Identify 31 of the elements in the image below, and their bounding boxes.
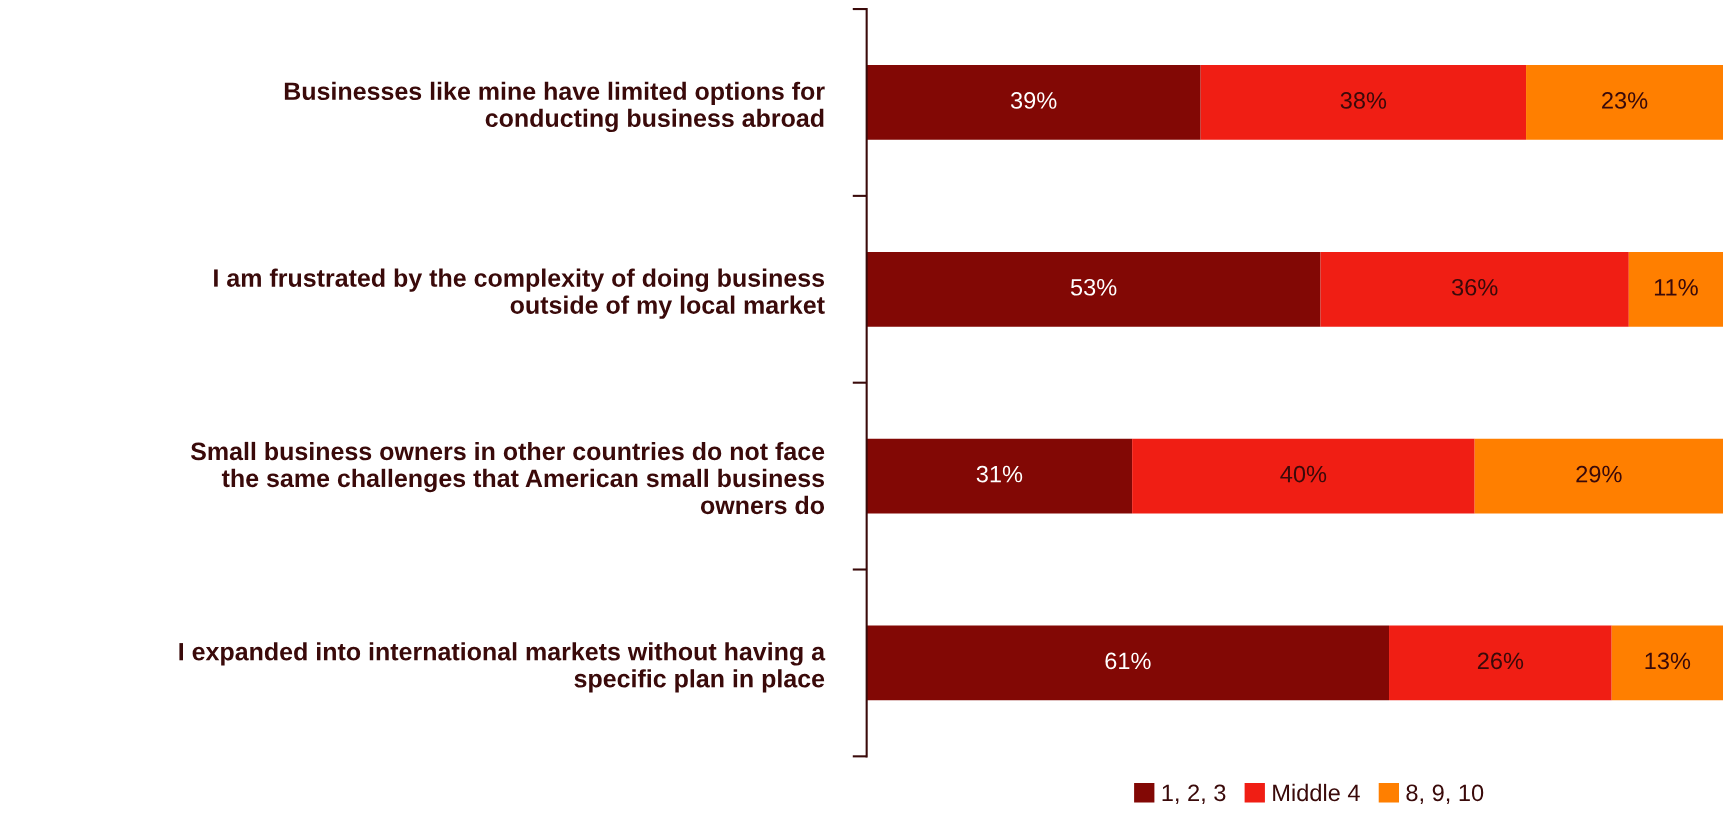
data-label: 11%: [1654, 279, 1698, 296]
y-tick-label: I am frustrated by the complexity of doing business outside of my local market: [214, 268, 825, 319]
data-label: 29%: [1576, 465, 1622, 483]
y-tick-label: Small business owners in other countries do not face the same challenges that American small business owners do: [190, 441, 825, 515]
data-label: 23%: [1602, 92, 1648, 109]
bar: [866, 438, 1133, 514]
bar: [1628, 251, 1723, 327]
legend-label: Middle 4: [1273, 783, 1360, 802]
data-label: 36%: [1451, 278, 1498, 296]
bar: [1526, 65, 1723, 140]
data-label: 38%: [1340, 92, 1387, 109]
y-tick-label: Businesses like mine have limited options for conducting business abroad: [284, 81, 825, 133]
bar: [1611, 625, 1723, 701]
bar: [1320, 251, 1629, 327]
bar: [1200, 65, 1527, 140]
legend-label: 1, 2, 3: [1162, 784, 1226, 804]
data-label: 39%: [1010, 92, 1057, 109]
bar: [1132, 438, 1475, 514]
data-label: 31%: [976, 465, 1023, 483]
data-label: 53%: [1070, 278, 1117, 296]
bar: [866, 65, 1201, 140]
bar: [866, 251, 1321, 327]
data-label: 26%: [1477, 652, 1524, 670]
bar: [866, 625, 1390, 701]
bar: [1474, 438, 1723, 514]
bar: [1389, 625, 1612, 701]
data-label: 61%: [1105, 652, 1151, 670]
data-label: 40%: [1280, 465, 1327, 483]
legend-label: 8, 9, 10: [1406, 784, 1484, 804]
data-label: 13%: [1645, 652, 1691, 670]
y-tick-label: I expanded into international markets without having a specific plan in place: [179, 642, 826, 693]
